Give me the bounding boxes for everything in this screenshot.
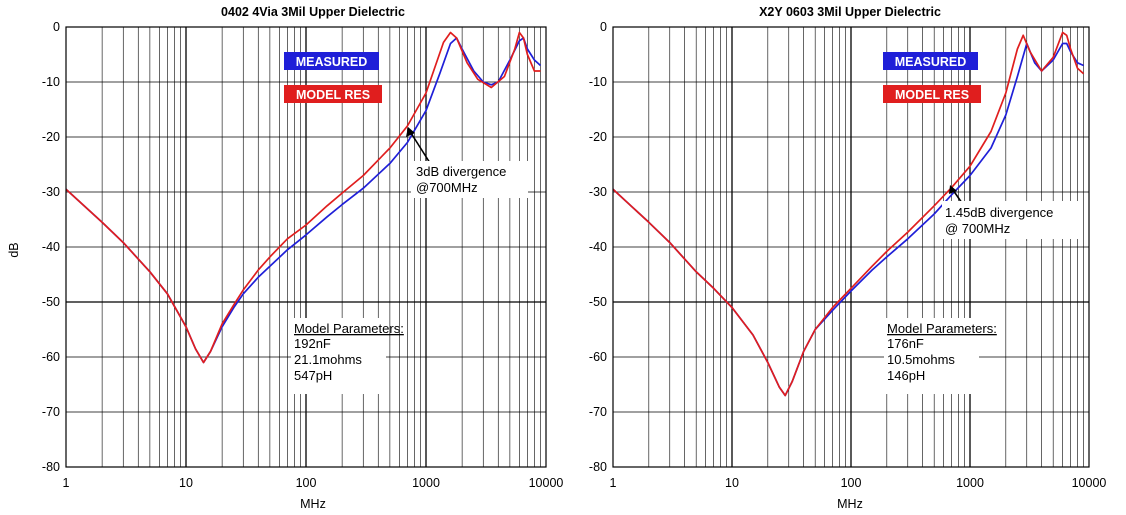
y-tick-label: -30 (589, 185, 607, 199)
annotation-arrow-line (410, 132, 431, 164)
x-axis-label: MHz (837, 497, 863, 511)
x-tick-label: 10000 (1072, 476, 1107, 490)
y-tick-label: 0 (600, 20, 607, 34)
parameter-capacitance: 192nF (294, 336, 331, 351)
y-tick-label: -80 (589, 460, 607, 474)
parameters-header: Model Parameters: (887, 321, 997, 336)
model-parameters-box: Model Parameters: 176nF 10.5mohms 146pH (884, 318, 997, 394)
y-ticks: 0 -10 -20 -30 -40 -50 -60 -70 -80 (589, 20, 607, 474)
series-line-model-res (612, 31, 1085, 397)
annotation-line-1: 1.45dB divergence (945, 205, 1053, 220)
model-parameters-box: Model Parameters: 192nF 21.1mohms 547pH (291, 318, 404, 394)
y-tick-label: -70 (589, 405, 607, 419)
x-axis-label: MHz (300, 497, 326, 511)
series-group (612, 31, 1085, 397)
plot-frame (65, 26, 547, 468)
series-group (65, 31, 542, 364)
y-ticks: 0 -10 -20 -30 -40 -50 -60 -70 -80 (42, 20, 60, 474)
x-ticks: 1 10 100 1000 10000 (63, 476, 564, 490)
y-tick-label: -40 (42, 240, 60, 254)
divergence-annotation: 3dB divergence @700MHz (406, 127, 528, 198)
y-tick-label: -50 (42, 295, 60, 309)
legend-label-measured: MEASURED (895, 55, 967, 69)
y-tick-label: -10 (589, 75, 607, 89)
parameter-inductance: 146pH (887, 368, 925, 383)
annotation-line-2: @700MHz (416, 180, 478, 195)
x-ticks: 1 10 100 1000 10000 (610, 476, 1107, 490)
chart-title: 0402 4Via 3Mil Upper Dielectric (221, 5, 405, 19)
x-tick-label: 1000 (956, 476, 984, 490)
divergence-annotation: 1.45dB divergence @ 700MHz (942, 185, 1081, 239)
parameter-resistance: 21.1mohms (294, 352, 362, 367)
y-tick-label: -70 (42, 405, 60, 419)
plot-frame (612, 26, 1090, 468)
x-tick-label: 1 (63, 476, 70, 490)
y-tick-label: -20 (589, 130, 607, 144)
annotation-line-1: 3dB divergence (416, 164, 506, 179)
y-tick-label: -10 (42, 75, 60, 89)
series-line-model-res (65, 31, 541, 364)
legend-swatch-measured (284, 52, 379, 70)
x-tick-label: 1 (610, 476, 617, 490)
y-tick-label: -80 (42, 460, 60, 474)
y-axis-label: dB (7, 242, 21, 257)
annotation-box (942, 201, 1081, 239)
y-tick-label: -50 (589, 295, 607, 309)
y-tick-label: -20 (42, 130, 60, 144)
x-tick-label: 100 (841, 476, 862, 490)
y-tick-label: 0 (53, 20, 60, 34)
parameters-background (884, 318, 979, 394)
y-tick-label: -30 (42, 185, 60, 199)
annotation-line-2: @ 700MHz (945, 221, 1010, 236)
x-tick-label: 100 (296, 476, 317, 490)
chart-title: X2Y 0603 3Mil Upper Dielectric (759, 5, 941, 19)
parameter-resistance: 10.5mohms (887, 352, 955, 367)
annotation-box (411, 161, 528, 198)
x-tick-label: 1000 (412, 476, 440, 490)
parameter-inductance: 547pH (294, 368, 332, 383)
legend-swatch-model (284, 85, 382, 103)
legend-label-measured: MEASURED (296, 55, 368, 69)
legend: MEASURED MODEL RES (883, 52, 981, 103)
parameters-background (291, 318, 386, 394)
legend-swatch-model (883, 85, 981, 103)
parameters-header: Model Parameters: (294, 321, 404, 336)
y-tick-label: -60 (589, 350, 607, 364)
x-tick-label: 10 (725, 476, 739, 490)
y-tick-label: -60 (42, 350, 60, 364)
annotation-arrow-head (949, 185, 957, 194)
annotation-arrow-head (406, 127, 415, 137)
parameter-capacitance: 176nF (887, 336, 924, 351)
legend-swatch-measured (883, 52, 978, 70)
y-tick-label: -40 (589, 240, 607, 254)
legend-label-model: MODEL RES (296, 88, 370, 102)
legend: MEASURED MODEL RES (284, 52, 382, 103)
x-tick-label: 10 (179, 476, 193, 490)
annotation-arrow-line (952, 189, 963, 204)
x-tick-label: 10000 (529, 476, 564, 490)
chart-left: 0402 4Via 3Mil Upper Dielectric 1 10 100… (7, 5, 563, 511)
grid (613, 27, 1089, 467)
legend-label-model: MODEL RES (895, 88, 969, 102)
chart-right: X2Y 0603 3Mil Upper Dielectric 1 10 100 … (589, 5, 1107, 511)
